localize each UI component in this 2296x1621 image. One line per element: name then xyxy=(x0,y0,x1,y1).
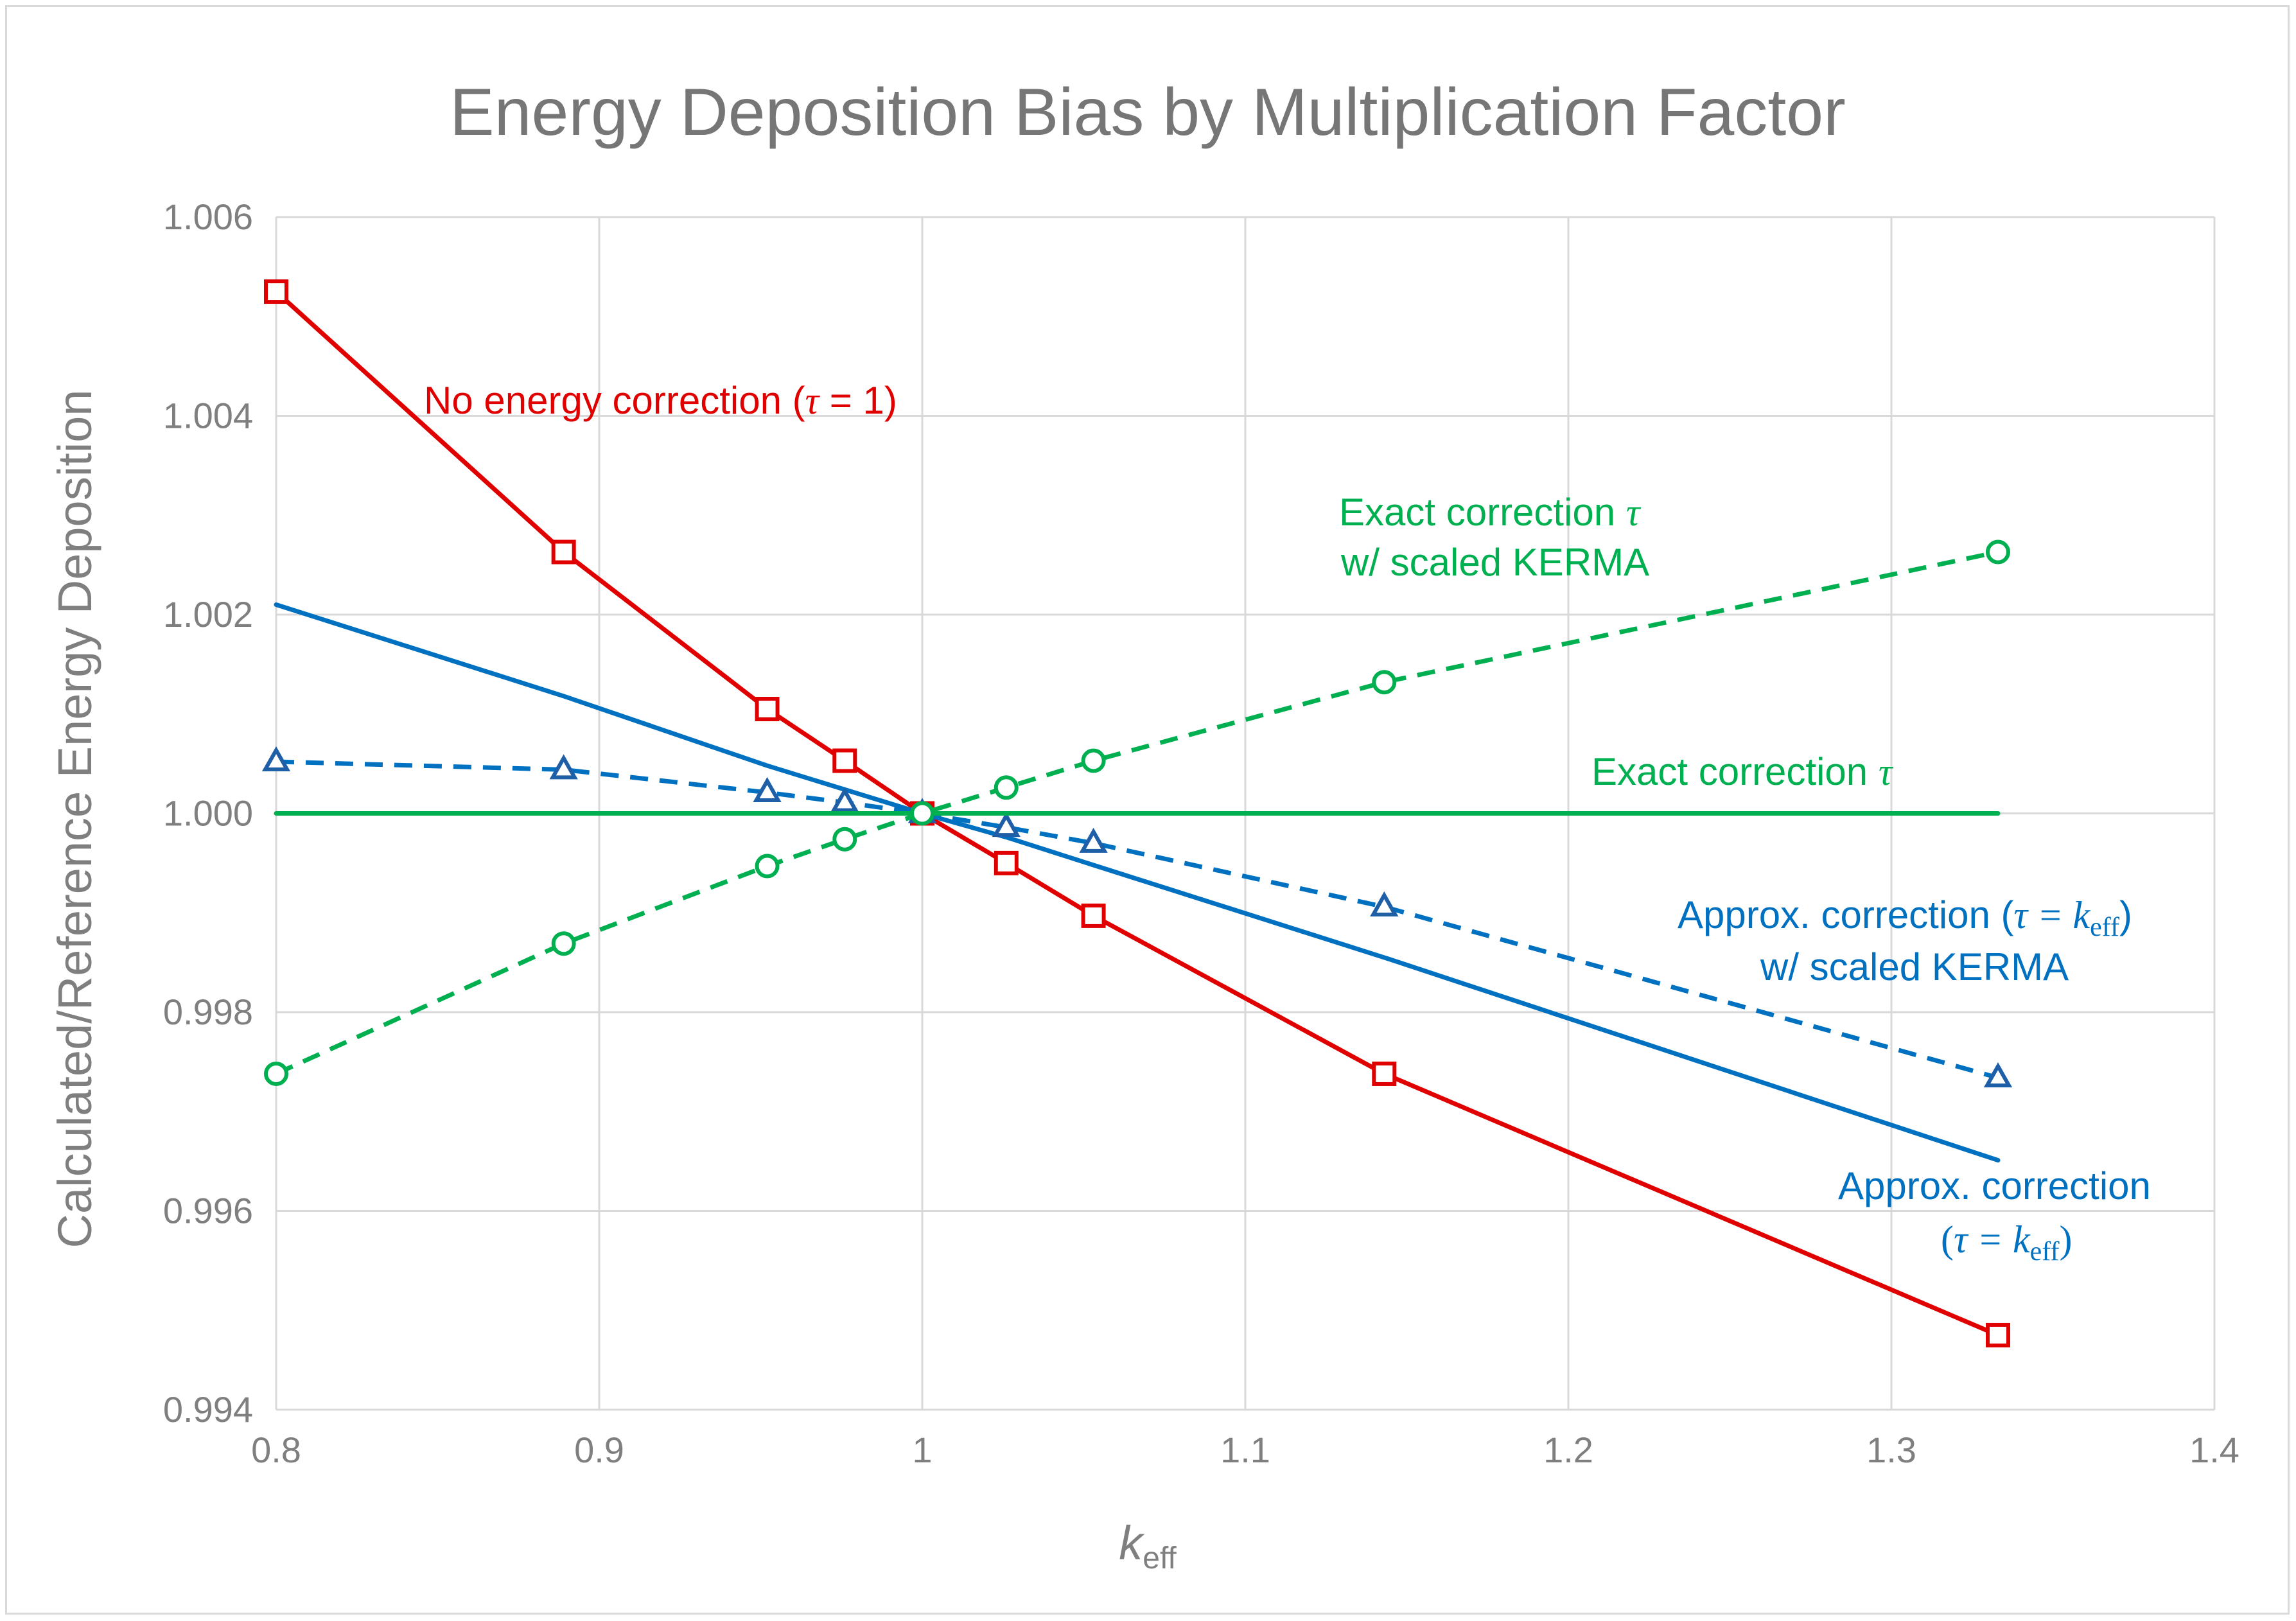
annotation-exact: Exact correction τ xyxy=(1591,750,1894,793)
x-tick-label: 1.1 xyxy=(1220,1430,1270,1470)
annotation-exact-scaled-line2: w/ scaled KERMA xyxy=(1340,541,1649,584)
data-point-square xyxy=(994,850,1019,875)
x-axis-title-sub: eff xyxy=(1143,1541,1177,1575)
data-point-square xyxy=(551,539,576,565)
anno-exact-scaled-text: Exact correction xyxy=(1339,491,1626,534)
data-point-circle xyxy=(551,931,576,956)
data-point-circle xyxy=(755,854,780,879)
data-point-circle xyxy=(994,775,1019,800)
series-line xyxy=(274,602,2001,1163)
anno-approx-scaled-sub: eff xyxy=(2090,913,2119,942)
anno-approx-close: ) xyxy=(2059,1218,2072,1261)
x-tick-label: 1.4 xyxy=(2189,1430,2239,1470)
anno-approx-math: τ = k xyxy=(1954,1218,2031,1261)
data-point-square xyxy=(832,748,857,773)
data-point-circle xyxy=(264,1061,288,1086)
data-point-square xyxy=(755,697,780,722)
series-4 xyxy=(264,539,2010,1086)
x-axis-title: keff xyxy=(1119,1516,1177,1575)
x-tick-label: 1.3 xyxy=(1866,1430,1916,1470)
y-tick-label: 0.994 xyxy=(163,1389,253,1430)
x-tick-label: 0.9 xyxy=(574,1430,624,1470)
data-point-square xyxy=(1081,903,1106,928)
data-point-triangle xyxy=(753,776,782,803)
y-tick-label: 1.004 xyxy=(163,396,253,436)
y-tick-labels: 0.994 0.996 0.998 1.000 1.002 1.004 1.006 xyxy=(163,197,253,1430)
anno-exact-symbol: τ xyxy=(1879,751,1894,793)
anno-approx-sub: eff xyxy=(2030,1237,2060,1266)
data-point-circle xyxy=(910,801,934,826)
data-point-circle xyxy=(832,827,857,852)
x-tick-label: 1.2 xyxy=(1543,1430,1593,1470)
x-axis-title-main: k xyxy=(1119,1516,1145,1570)
anno-no-correction-tail: = 1) xyxy=(819,379,897,422)
data-point-triangle xyxy=(1079,827,1108,853)
anno-no-correction-symbol: τ xyxy=(805,380,821,422)
x-tick-label: 1 xyxy=(912,1430,932,1470)
anno-approx-scaled-text: Approx. correction ( xyxy=(1678,893,2014,936)
chart-frame xyxy=(5,5,2290,1615)
x-tick-label: 0.8 xyxy=(251,1430,301,1470)
annotation-no-correction: No energy correction (τ = 1) xyxy=(424,379,897,422)
data-point-triangle xyxy=(992,812,1021,837)
data-point-triangle xyxy=(830,787,859,812)
annotation-exact-scaled-line1: Exact correction τ xyxy=(1339,491,1642,534)
x-tick-labels: 0.8 0.9 1 1.1 1.2 1.3 1.4 xyxy=(251,1430,2239,1470)
chart-title: Energy Deposition Bias by Multiplication… xyxy=(450,75,1845,150)
series-layer xyxy=(261,279,2013,1347)
anno-exact-scaled-symbol: τ xyxy=(1626,491,1642,534)
data-point-triangle xyxy=(261,746,291,772)
anno-approx-scaled-close: ) xyxy=(2119,893,2132,936)
data-point-triangle xyxy=(1983,1062,2013,1088)
annotation-approx-scaled-line1: Approx. correction (τ = keff) xyxy=(1678,893,2132,942)
data-point-square xyxy=(264,279,288,304)
series-line xyxy=(276,759,1999,1080)
series-1 xyxy=(274,602,2001,1163)
y-tick-label: 1.000 xyxy=(163,793,253,834)
data-point-square xyxy=(1985,1322,2010,1347)
anno-exact-text: Exact correction xyxy=(1591,750,1879,793)
data-point-circle xyxy=(1985,539,2010,565)
data-point-circle xyxy=(1372,670,1397,695)
data-point-triangle xyxy=(549,754,578,780)
y-tick-label: 0.998 xyxy=(163,992,253,1032)
y-tick-label: 1.006 xyxy=(163,197,253,237)
annotation-approx-scaled-line2: w/ scaled KERMA xyxy=(1760,945,2069,988)
y-tick-label: 1.002 xyxy=(163,594,253,635)
data-point-square xyxy=(1372,1061,1397,1086)
data-point-triangle xyxy=(1370,891,1399,916)
data-point-circle xyxy=(1081,748,1106,773)
anno-no-correction-text: No energy correction ( xyxy=(424,379,805,422)
y-tick-label: 0.996 xyxy=(163,1191,253,1231)
anno-approx-scaled-math: τ = k xyxy=(2014,894,2091,936)
anno-approx-open: ( xyxy=(1941,1218,1954,1261)
annotation-approx-line2: (τ = keff) xyxy=(1941,1218,2072,1266)
y-axis-title: Calculated/Reference Energy Deposition xyxy=(48,390,101,1249)
annotation-approx-line1: Approx. correction xyxy=(1838,1164,2151,1207)
